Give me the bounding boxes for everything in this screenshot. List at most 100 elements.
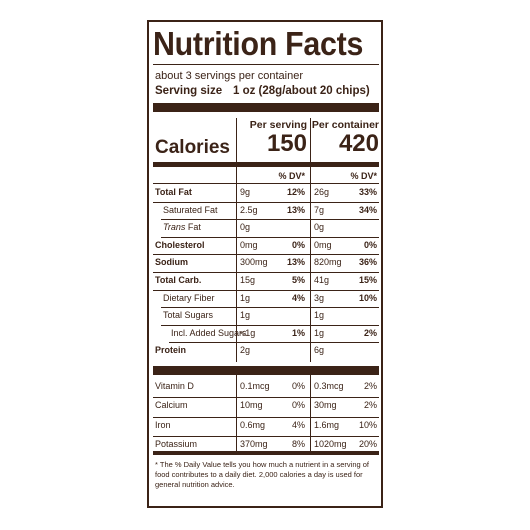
- divider: [153, 64, 379, 65]
- container-amount: 26g: [314, 187, 330, 197]
- nutrient-name: Total Carb.: [155, 275, 202, 285]
- nutrient-name-italic: Trans: [163, 222, 186, 233]
- container-dv: 36%: [358, 257, 377, 268]
- vitamin-serving-dv: 0%: [291, 381, 305, 391]
- vitamin-container-dv: 10%: [358, 419, 377, 430]
- daily-value-footnote: * The % Daily Value tells you how much a…: [155, 460, 369, 489]
- per-serving-header: Per serving: [249, 119, 307, 131]
- serving-amount: 15g: [240, 275, 256, 285]
- serving-amount: 0mg: [240, 239, 258, 250]
- column-divider-right-vitamins: [310, 375, 311, 455]
- row-divider: [161, 219, 379, 221]
- row-divider: [161, 307, 379, 309]
- container-amount: 1g: [314, 327, 325, 338]
- vitamin-name: Vitamin D: [155, 381, 194, 391]
- nutrient-name: Sodium: [155, 257, 188, 268]
- vitamin-container-dv: 2%: [363, 400, 377, 411]
- container-amount: 0mg: [314, 239, 332, 250]
- serving-dv: 1%: [291, 327, 305, 338]
- nutrient-name: Cholesterol: [155, 239, 205, 250]
- calories-per-serving: 150: [266, 130, 307, 157]
- vitamin-serving-amount: 10mg: [240, 400, 263, 411]
- container-dv: 2%: [363, 327, 377, 338]
- vitamin-container-amount: 1020mg: [314, 438, 347, 449]
- servings-per-container: about 3 servings per container: [155, 70, 303, 82]
- vitamin-serving-dv: 0%: [291, 400, 305, 411]
- nutrition-facts-label: Nutrition Facts about 3 servings per con…: [147, 20, 383, 508]
- dv-header-serving: % DV*: [278, 171, 305, 181]
- row-divider: [169, 342, 379, 344]
- serving-size-value: 1 oz (28g/about 20 chips): [233, 85, 370, 97]
- vitamin-serving-amount: 370mg: [240, 438, 268, 449]
- calories-per-container: 420: [338, 130, 379, 157]
- serving-amount: 2.5g: [240, 204, 258, 215]
- container-dv: 10%: [358, 292, 377, 303]
- row-divider: [161, 324, 379, 326]
- nutrient-name: Dietary Fiber: [163, 292, 215, 303]
- medium-divider: [153, 451, 379, 455]
- container-amount: 820mg: [314, 257, 342, 268]
- calories-label: Calories: [155, 137, 230, 158]
- vitamin-name: Potassium: [155, 438, 198, 449]
- nutrient-name: Total Fat: [155, 187, 192, 197]
- row-divider: [153, 254, 379, 256]
- serving-amount: 1g: [240, 292, 251, 303]
- label-title: Nutrition Facts: [153, 25, 364, 62]
- row-divider: [153, 416, 379, 418]
- serving-dv: 4%: [291, 292, 305, 303]
- serving-amount: 9g: [240, 187, 251, 197]
- vitamin-name: Calcium: [155, 400, 188, 411]
- serving-amount: 0g: [240, 222, 251, 233]
- serving-amount: 1g: [240, 310, 251, 321]
- serving-dv: 5%: [291, 275, 305, 285]
- row-divider: [153, 272, 379, 273]
- serving-dv: 13%: [286, 257, 305, 268]
- column-divider-left-vitamins: [236, 375, 237, 455]
- vitamin-serving-amount: 0.1mcg: [240, 381, 270, 391]
- serving-amount: 2g: [240, 345, 251, 356]
- container-amount: 3g: [314, 292, 325, 303]
- container-dv: 34%: [358, 204, 377, 215]
- nutrient-name: Total Sugars: [163, 310, 214, 321]
- container-amount: 6g: [314, 345, 325, 356]
- serving-size-label: Serving size: [155, 85, 223, 97]
- container-amount: 41g: [314, 275, 330, 285]
- thick-divider: [153, 103, 379, 112]
- container-dv: 33%: [358, 187, 377, 197]
- container-amount: 0g: [314, 222, 325, 233]
- serving-dv: 0%: [291, 239, 305, 250]
- divider: [153, 183, 379, 184]
- column-divider-right: [310, 118, 311, 362]
- vitamin-container-dv: 2%: [363, 381, 377, 391]
- medium-divider: [153, 162, 379, 167]
- vitamin-container-dv: 20%: [358, 438, 377, 449]
- row-divider: [161, 236, 379, 238]
- container-dv: 0%: [363, 239, 377, 250]
- row-divider: [153, 289, 379, 291]
- serving-amount: 300mg: [240, 257, 268, 268]
- row-divider: [153, 397, 379, 399]
- vitamin-serving-amount: 0.6mg: [240, 419, 266, 430]
- serving-dv: 12%: [286, 187, 305, 197]
- row-divider: [153, 201, 379, 203]
- nutrient-name: Incl. Added Sugars: [171, 327, 247, 338]
- serving-dv: 13%: [286, 204, 305, 215]
- vitamin-container-amount: 1.6mg: [314, 419, 340, 430]
- container-amount: 7g: [314, 204, 325, 215]
- dv-header-container: % DV*: [350, 171, 377, 181]
- container-amount: 1g: [314, 310, 325, 321]
- vitamin-container-amount: 0.3mcg: [314, 381, 344, 391]
- nutrient-name: Saturated Fat: [163, 204, 218, 215]
- nutrient-name: Protein: [155, 345, 187, 356]
- vitamin-name: Iron: [155, 419, 171, 430]
- serving-amount: <1g: [240, 327, 256, 338]
- nutrient-name-suffix: Fat: [185, 222, 201, 233]
- vitamin-container-amount: 30mg: [314, 400, 337, 411]
- per-container-header: Per container: [311, 119, 379, 131]
- column-divider-left: [236, 118, 237, 362]
- row-divider: [153, 435, 379, 437]
- container-dv: 15%: [358, 275, 377, 285]
- nutrient-name: Trans Fat: [163, 221, 201, 233]
- thick-divider: [153, 366, 379, 375]
- vitamin-serving-dv: 4%: [291, 419, 305, 430]
